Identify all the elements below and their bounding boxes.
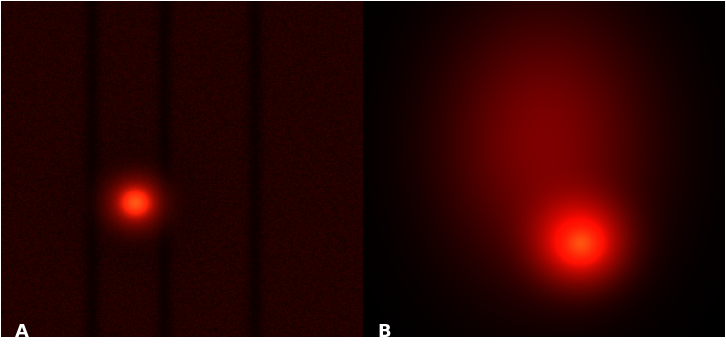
Text: A: A — [15, 324, 29, 342]
Text: B: B — [378, 324, 391, 342]
